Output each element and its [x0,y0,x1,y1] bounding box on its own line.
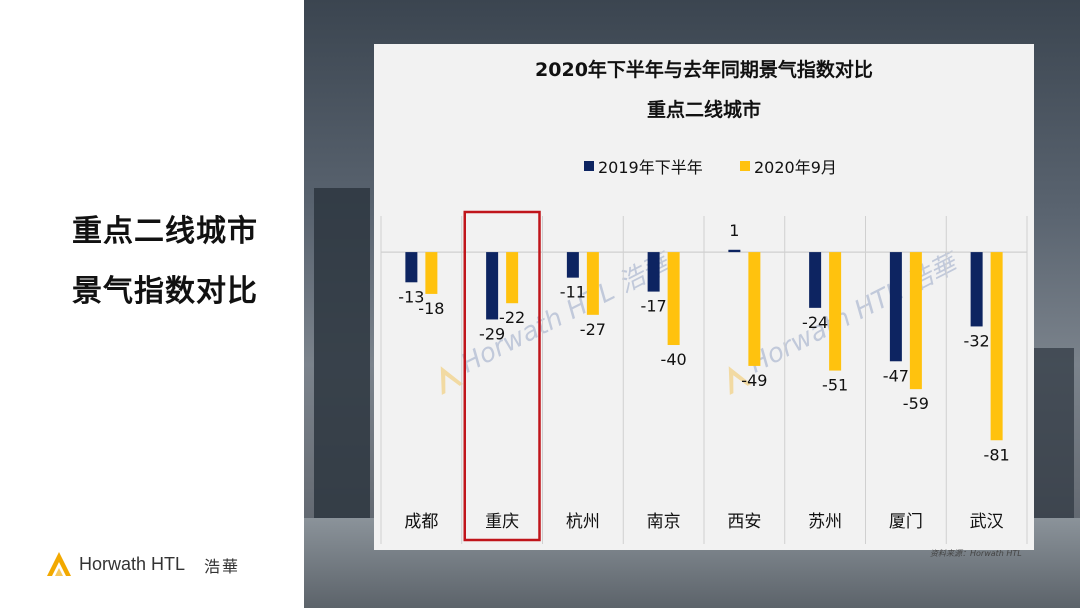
category-label: 苏州 [808,512,842,532]
bar-1 [809,252,822,308]
data-label: -47 [883,366,909,385]
plot-area: -13 -29 -11 -17 1 -24 -47 -32 -18 -22 -27 -40 -49 -51… [380,210,1028,544]
bar-1 [405,252,418,283]
source-note: 资料来源：Horwath HTL [930,549,1022,558]
category-label: 厦门 [889,512,923,532]
legend-label: 2020年9月 [754,158,837,177]
category-label: 重庆 [485,512,519,532]
data-label: -27 [580,320,606,339]
watermark-mark-icon [728,366,752,395]
left-panel: 重点二线城市 景气指数对比 Horwath HTL 浩華 [0,0,304,608]
data-label: -18 [418,299,444,318]
bar-2 [829,252,842,371]
chart-legend: 2019年下半年 2020年9月 [584,158,837,177]
watermark-text: Horwath HTL 浩華 [744,247,965,379]
category-label: 武汉 [970,512,1004,532]
chart-subtitle: 重点二线城市 [647,98,761,121]
data-label: -81 [984,445,1010,464]
category-label: 南京 [647,512,681,532]
chart-title: 2020年下半年与去年同期景气指数对比 [535,58,873,81]
chart-svg: 2020年下半年与去年同期景气指数对比 重点二线城市 2019年下半年 2020年… [380,58,1028,544]
chart-card: 2020年下半年与去年同期景气指数对比 重点二线城市 2019年下半年 2020年… [374,44,1034,550]
data-label: -24 [802,313,828,332]
highlight-box [463,210,541,542]
bar-2 [667,252,680,346]
bar-1 [647,252,660,292]
legend-swatch [740,161,750,171]
bar-1 [728,249,741,253]
data-label: 1 [729,221,739,240]
data-label: -49 [741,371,767,390]
bar-2 [506,252,519,304]
data-label: -40 [661,350,687,369]
legend-label: 2019年下半年 [598,158,703,177]
bar-1 [889,252,902,362]
category-label: 西安 [727,512,761,532]
data-label: -13 [398,287,424,306]
logo-mark-icon [47,552,71,576]
category-label: 成都 [404,512,438,532]
bar-2 [990,252,1003,441]
data-label: -59 [903,394,929,413]
logo-chinese-text: 浩華 [204,557,241,576]
side-title-line-1: 重点二线城市 [72,214,258,249]
data-label: -11 [560,283,586,302]
bar-1 [566,252,579,278]
bar-2 [909,252,922,390]
data-label: -32 [964,331,990,350]
bar-2 [586,252,599,315]
data-label: -51 [822,376,848,395]
data-label: -29 [479,324,505,343]
bar-1 [970,252,983,327]
data-label: -17 [641,297,667,316]
bar-1 [486,252,499,320]
bar-2 [748,252,761,366]
bar-2 [425,252,438,294]
category-label: 杭州 [566,512,600,532]
watermark-mark-icon [440,366,464,395]
side-title-line-2: 景气指数对比 [72,274,258,309]
logo-text: Horwath HTL [79,554,186,574]
legend-swatch [584,161,594,171]
data-label: -22 [499,308,525,327]
